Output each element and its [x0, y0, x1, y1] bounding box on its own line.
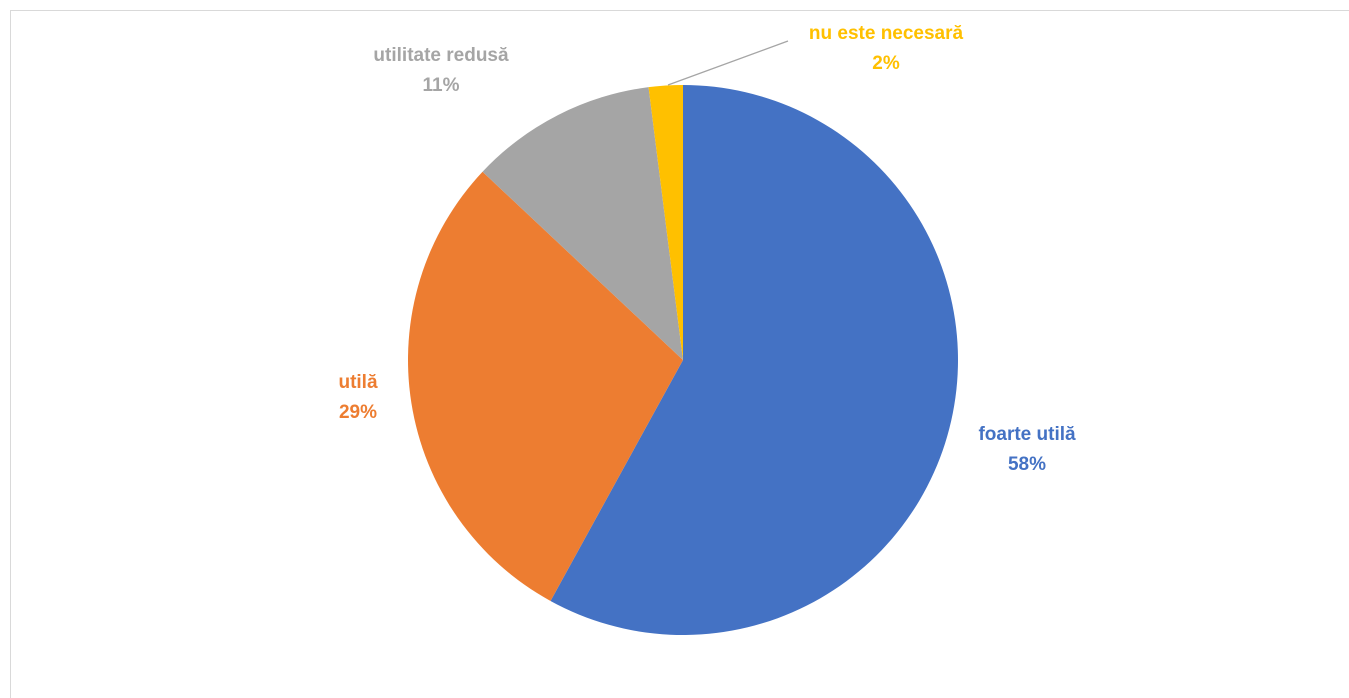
leader-line	[667, 40, 789, 86]
pie-slice	[408, 171, 683, 601]
slice-category-label: nu este necesară	[809, 23, 964, 44]
slice-category-label: utilitate redusă	[373, 45, 509, 66]
pie-slice	[550, 85, 958, 635]
slice-category-label: foarte utilă	[978, 424, 1076, 445]
slice-value-label: 58%	[1008, 454, 1046, 475]
slice-value-label: 29%	[339, 402, 377, 423]
pie-slice	[648, 85, 683, 360]
chart-frame	[10, 10, 1349, 698]
slice-value-label: 11%	[423, 75, 460, 96]
slice-category-label: utilă	[338, 372, 377, 393]
pie-slice	[482, 87, 683, 360]
slice-value-label: 2%	[872, 53, 900, 74]
